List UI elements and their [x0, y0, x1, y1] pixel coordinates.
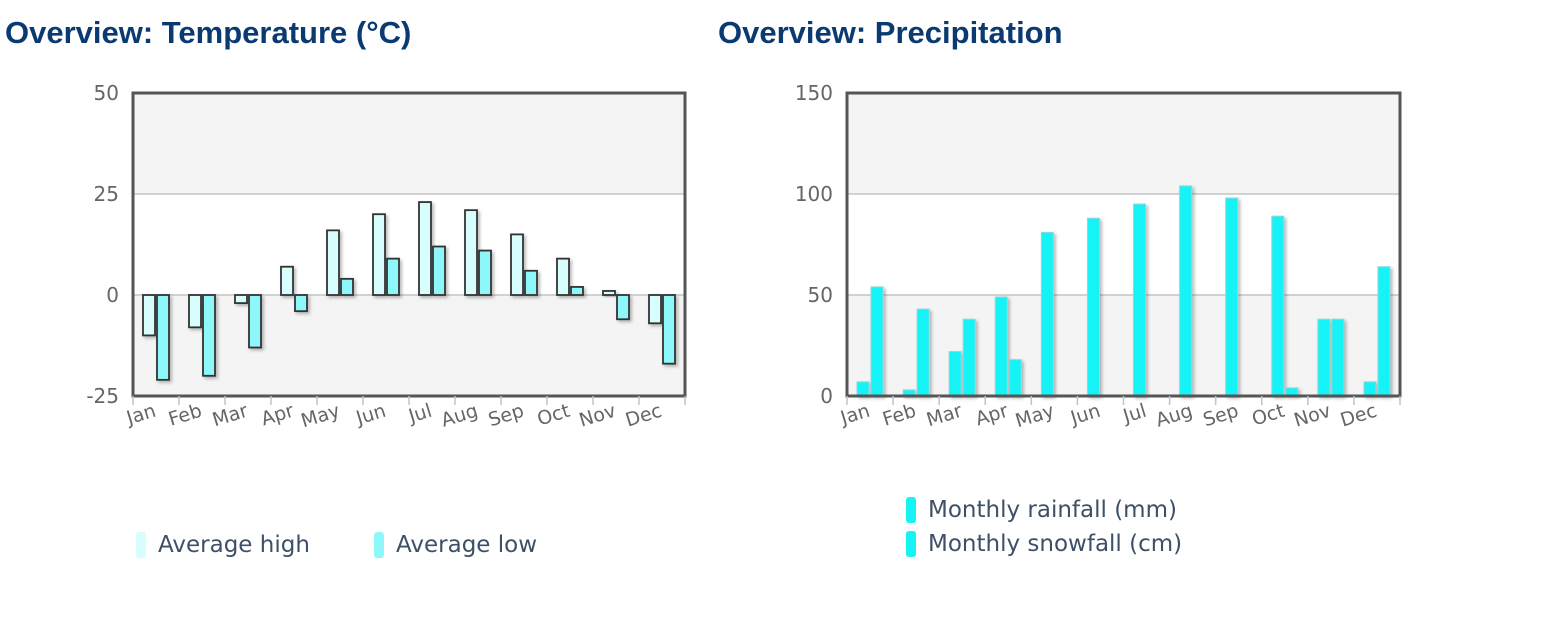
x-tick-label-nov: Nov	[1291, 400, 1333, 432]
y-tick-label: 50	[94, 81, 119, 105]
x-tick-label-jun: Jun	[1067, 400, 1103, 430]
bar-average-low-sep	[524, 269, 538, 296]
y-tick-label: 0	[820, 384, 833, 408]
x-tick-label-nov: Nov	[577, 400, 619, 432]
bar-monthly-rainfall-mm-sep	[1225, 197, 1239, 397]
x-tick-label-jun: Jun	[353, 400, 389, 430]
bar-average-high-jul	[418, 201, 432, 296]
x-tick-label-oct: Oct	[535, 400, 573, 431]
x-tick-label-may: May	[1013, 400, 1057, 433]
y-tick-label: 50	[808, 283, 833, 307]
bar-average-high-mar	[234, 294, 248, 304]
y-tick-label: 25	[94, 182, 119, 206]
temperature-chart-title: Overview: Temperature (°C)	[5, 15, 412, 50]
bar-monthly-rainfall-mm-aug	[1179, 185, 1193, 397]
bar-monthly-snowfall-cm-nov	[1331, 318, 1345, 397]
bar-monthly-snowfall-cm-dec	[1377, 266, 1391, 397]
bar-average-high-aug	[464, 209, 478, 296]
x-tick-label-oct: Oct	[1249, 400, 1287, 431]
bar-monthly-rainfall-mm-nov	[1317, 318, 1331, 397]
plot-band	[847, 194, 1400, 295]
x-tick-label-dec: Dec	[1338, 400, 1380, 432]
bar-monthly-rainfall-mm-jun	[1086, 217, 1100, 397]
x-tick-label-jan: Jan	[837, 400, 872, 430]
bar-monthly-snowfall-cm-jan	[870, 286, 884, 397]
precipitation-legend: Monthly rainfall (mm) Monthly snowfall (…	[906, 493, 1406, 573]
legend-label-monthly-rainfall: Monthly rainfall (mm)	[928, 497, 1177, 523]
precipitation-chart-panel: Overview: Precipitation 0 50 100 150 Jan Feb M…	[712, 0, 1559, 621]
bar-average-low-mar	[248, 294, 262, 349]
bar-monthly-snowfall-cm-feb	[916, 308, 930, 397]
bar-average-low-oct	[570, 286, 584, 296]
legend-swatch-average-low	[374, 532, 384, 558]
plot-band	[847, 295, 1400, 396]
legend-swatch-average-high	[136, 532, 146, 558]
x-tick-label-sep: Sep	[1200, 400, 1241, 432]
bar-average-low-aug	[478, 249, 492, 296]
temperature-legend: Average high Average low	[136, 528, 636, 568]
plot-band	[133, 93, 685, 194]
legend-label-average-low: Average low	[396, 532, 538, 558]
bar-monthly-rainfall-mm-jul	[1133, 203, 1147, 397]
bar-average-low-may	[340, 277, 354, 296]
bar-average-high-jun	[372, 213, 386, 296]
bar-monthly-rainfall-mm-jan	[856, 381, 870, 397]
x-tick-label-apr: Apr	[973, 400, 1011, 431]
bar-average-high-jan	[142, 294, 156, 337]
x-tick-label-may: May	[298, 400, 342, 433]
bar-average-high-apr	[280, 265, 294, 296]
x-tick-label-jan: Jan	[123, 400, 158, 430]
bar-average-low-feb	[202, 294, 216, 377]
y-tick-label: 100	[795, 182, 833, 206]
bar-average-low-jul	[432, 245, 446, 296]
x-tick-label-mar: Mar	[210, 400, 251, 432]
bar-monthly-rainfall-mm-apr	[994, 296, 1008, 397]
x-tick-label-mar: Mar	[924, 400, 965, 432]
legend-swatch-monthly-snowfall	[906, 531, 916, 557]
bar-monthly-snowfall-cm-mar	[962, 318, 976, 397]
bar-average-low-jun	[386, 257, 400, 296]
bar-monthly-rainfall-mm-mar	[948, 351, 962, 397]
plot-band	[133, 194, 685, 295]
bar-monthly-snowfall-cm-apr	[1008, 359, 1022, 397]
x-tick-label-aug: Aug	[439, 400, 481, 432]
bar-monthly-rainfall-mm-dec	[1363, 381, 1377, 397]
x-tick-label-apr: Apr	[259, 400, 297, 431]
x-tick-label-dec: Dec	[623, 400, 665, 432]
plot-band	[133, 295, 685, 396]
bar-average-high-dec	[648, 294, 662, 325]
x-tick-label-sep: Sep	[486, 400, 527, 432]
x-tick-label-feb: Feb	[880, 400, 919, 431]
bar-average-high-may	[326, 229, 340, 296]
bar-average-low-apr	[294, 294, 308, 313]
x-tick-label-feb: Feb	[166, 400, 205, 431]
x-tick-label-aug: Aug	[1153, 400, 1195, 432]
bar-monthly-rainfall-mm-oct	[1271, 215, 1285, 397]
precipitation-chart-title: Overview: Precipitation	[718, 15, 1063, 50]
plot-band	[847, 93, 1400, 194]
bar-average-low-dec	[662, 294, 676, 365]
temperature-chart-panel: Overview: Temperature (°C) -25 0 25 50 Jan Fe…	[0, 0, 712, 621]
bar-average-high-nov	[602, 290, 616, 296]
bar-average-high-oct	[556, 257, 570, 296]
bar-average-high-sep	[510, 233, 524, 296]
bar-average-low-nov	[616, 294, 630, 321]
legend-label-average-high: Average high	[158, 532, 310, 558]
legend-swatch-monthly-rainfall	[906, 497, 916, 523]
bar-monthly-rainfall-mm-may	[1040, 231, 1054, 397]
bar-average-low-jan	[156, 294, 170, 381]
y-tick-label: -25	[86, 384, 119, 408]
legend-label-monthly-snowfall: Monthly snowfall (cm)	[928, 531, 1183, 557]
y-tick-label: 150	[795, 81, 833, 105]
y-tick-label: 0	[106, 283, 119, 307]
bar-average-high-feb	[188, 294, 202, 329]
